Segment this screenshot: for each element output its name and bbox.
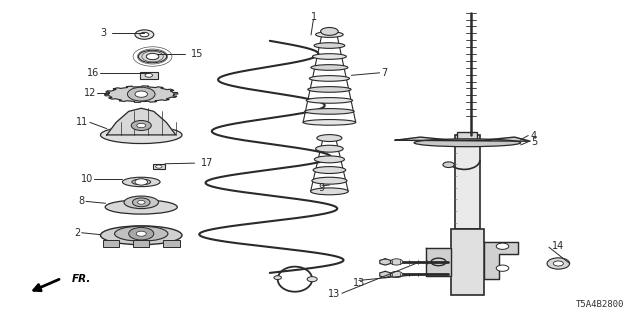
Circle shape: [274, 276, 282, 279]
Ellipse shape: [314, 156, 344, 163]
Polygon shape: [484, 242, 518, 279]
Ellipse shape: [316, 145, 343, 152]
Ellipse shape: [305, 108, 354, 114]
Text: FR.: FR.: [72, 274, 92, 284]
Circle shape: [496, 265, 509, 271]
Text: 2: 2: [74, 228, 81, 238]
Circle shape: [443, 162, 454, 168]
Polygon shape: [107, 108, 176, 135]
Circle shape: [135, 91, 148, 97]
Polygon shape: [104, 86, 178, 102]
Ellipse shape: [316, 32, 343, 37]
Circle shape: [127, 87, 155, 101]
Ellipse shape: [115, 226, 168, 241]
Text: 14: 14: [552, 241, 564, 251]
Ellipse shape: [312, 177, 347, 184]
Ellipse shape: [124, 196, 159, 209]
Text: 16: 16: [87, 68, 99, 78]
Text: 4: 4: [531, 131, 537, 140]
Ellipse shape: [313, 167, 346, 173]
Circle shape: [496, 243, 509, 249]
Bar: [458, 132, 477, 144]
Circle shape: [145, 74, 152, 77]
Circle shape: [132, 198, 150, 207]
Ellipse shape: [309, 76, 349, 81]
Ellipse shape: [306, 98, 353, 103]
Ellipse shape: [105, 200, 177, 214]
Bar: [103, 240, 119, 247]
Ellipse shape: [100, 226, 182, 245]
Polygon shape: [396, 137, 530, 141]
Circle shape: [137, 123, 146, 128]
Circle shape: [131, 121, 151, 131]
Ellipse shape: [321, 28, 338, 35]
Circle shape: [140, 32, 148, 37]
Circle shape: [156, 165, 162, 168]
Ellipse shape: [314, 43, 345, 48]
Circle shape: [390, 259, 403, 265]
Text: 15: 15: [191, 49, 204, 59]
Ellipse shape: [312, 54, 346, 59]
Text: 7: 7: [381, 68, 388, 78]
Bar: [152, 164, 165, 169]
Ellipse shape: [122, 177, 160, 187]
Polygon shape: [426, 248, 451, 276]
Circle shape: [135, 179, 148, 185]
Bar: [163, 240, 179, 247]
Text: 3: 3: [100, 28, 107, 38]
Circle shape: [554, 261, 563, 266]
Circle shape: [307, 277, 317, 282]
Bar: [140, 72, 157, 79]
Text: 9: 9: [319, 183, 325, 193]
Ellipse shape: [308, 87, 351, 92]
Text: 13: 13: [353, 278, 365, 288]
Ellipse shape: [310, 188, 348, 195]
Ellipse shape: [317, 135, 342, 141]
Text: 12: 12: [84, 88, 96, 98]
Circle shape: [138, 200, 145, 204]
Circle shape: [129, 228, 154, 240]
Text: 13: 13: [328, 289, 340, 299]
Text: 11: 11: [76, 117, 88, 127]
Ellipse shape: [100, 126, 182, 144]
Text: 1: 1: [310, 12, 317, 22]
Circle shape: [147, 53, 159, 60]
Text: T5A4B2800: T5A4B2800: [576, 300, 624, 309]
Ellipse shape: [414, 139, 521, 147]
Ellipse shape: [311, 65, 348, 70]
Circle shape: [135, 30, 154, 39]
Circle shape: [547, 258, 570, 269]
Text: 10: 10: [81, 174, 93, 184]
Circle shape: [390, 271, 403, 277]
Polygon shape: [380, 271, 390, 277]
Ellipse shape: [138, 50, 166, 63]
Text: 8: 8: [79, 196, 85, 206]
Ellipse shape: [132, 179, 150, 185]
Bar: [451, 229, 484, 295]
Circle shape: [136, 231, 147, 236]
Text: 17: 17: [201, 158, 213, 168]
Bar: [455, 135, 480, 229]
Text: 5: 5: [531, 137, 537, 147]
Ellipse shape: [303, 120, 356, 125]
Polygon shape: [380, 259, 390, 265]
Bar: [133, 240, 149, 247]
